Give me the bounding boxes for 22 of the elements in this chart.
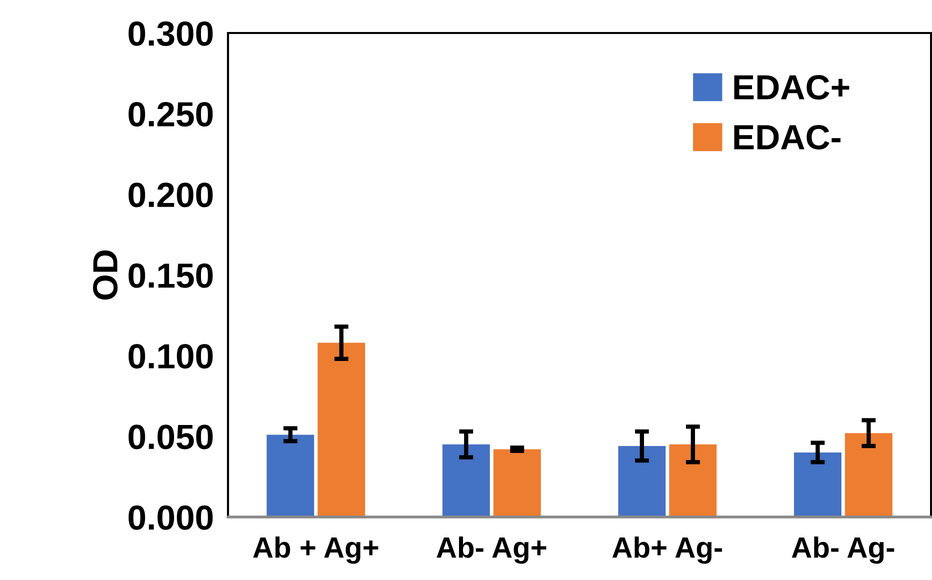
bar <box>318 342 366 517</box>
x-tick-label: Ab+ Ag- <box>612 536 722 564</box>
x-tick-label: Ab- Ag- <box>792 536 894 564</box>
bar <box>266 434 314 517</box>
bar <box>794 452 842 517</box>
y-tick-label: 0.150 <box>128 263 213 288</box>
y-tick-label: 0.250 <box>128 102 213 127</box>
bar <box>442 444 490 517</box>
legend-label: EDAC- <box>734 124 840 150</box>
bar <box>844 433 892 517</box>
y-axis-title: OD <box>93 250 118 300</box>
y-tick-label: 0.000 <box>128 505 213 530</box>
y-tick-label: 0.050 <box>128 424 213 450</box>
y-tick-label: 0.300 <box>128 21 213 46</box>
y-tick-label: 0.100 <box>128 344 213 369</box>
bar <box>669 444 717 517</box>
legend-label: EDAC+ <box>734 75 850 100</box>
bar <box>618 446 666 517</box>
bar <box>493 449 541 517</box>
x-tick-label: Ab- Ag+ <box>436 536 546 564</box>
y-tick-label: 0.200 <box>128 182 213 208</box>
x-tick-label: Ab + Ag+ <box>253 536 378 564</box>
